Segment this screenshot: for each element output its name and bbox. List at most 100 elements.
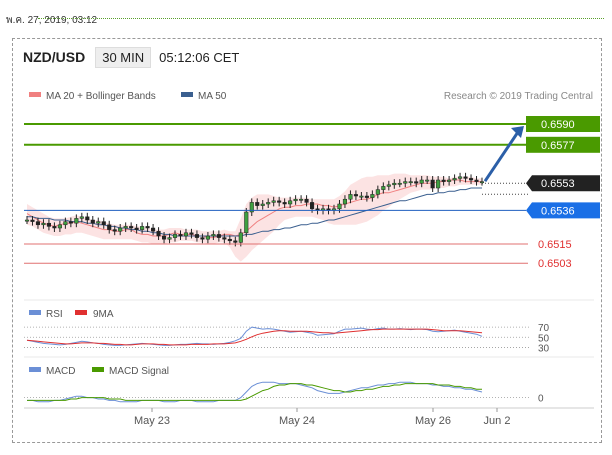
candle-body	[145, 226, 150, 229]
macd-legend: MACD	[46, 366, 75, 377]
candle-body	[458, 176, 463, 179]
candle-body	[392, 182, 397, 186]
candle-body	[348, 194, 353, 200]
candle-body	[299, 198, 304, 201]
top-divider	[38, 18, 604, 19]
candle-body	[408, 181, 413, 184]
candle-body	[30, 219, 35, 222]
candle-body	[463, 176, 468, 179]
x-tick-label: May 26	[415, 415, 451, 427]
candle-body	[441, 179, 446, 182]
rsi-ma-line	[26, 328, 483, 346]
candle-body	[468, 178, 474, 181]
candle-body	[479, 181, 485, 184]
candle-body	[205, 235, 210, 240]
candle-body	[41, 222, 46, 226]
resistance-tag	[526, 116, 600, 132]
candle-body	[172, 234, 178, 238]
chart-clock: 05:12:06 CET	[159, 49, 240, 65]
candle-body	[189, 232, 194, 235]
candle-body	[85, 216, 90, 221]
candle-body	[222, 237, 227, 240]
candle-body	[233, 240, 238, 243]
macd-tick-label: 0	[538, 394, 544, 405]
x-axis: May 23 May 24 May 26 Jun 2	[134, 408, 511, 427]
candle-body	[52, 226, 57, 229]
candle-body	[118, 227, 123, 232]
candle-body	[178, 234, 183, 237]
candle-body	[436, 179, 441, 189]
pivot-label: 0.6536	[541, 205, 575, 217]
forecast-arrowhead	[511, 126, 524, 138]
candle-body	[57, 224, 62, 229]
candle-body	[161, 235, 167, 240]
candle-body	[227, 238, 232, 242]
currency-pair: NZD/USD	[23, 49, 86, 65]
chart-frame	[12, 38, 602, 443]
candle-body	[260, 203, 265, 206]
signal-legend: MACD Signal	[109, 366, 169, 377]
candle-body	[310, 202, 315, 210]
candle-body	[381, 186, 386, 190]
candle-body	[101, 221, 106, 226]
candle-body	[425, 179, 430, 182]
ma50-legend-swatch	[181, 92, 193, 97]
candle-body	[353, 194, 358, 197]
rsi-tick-label: 70	[538, 323, 550, 334]
candle-body	[107, 224, 112, 230]
rsi-ma-legend-swatch	[75, 310, 87, 315]
rsi-tick-label: 50	[538, 333, 550, 344]
rsi-legend: RSI	[46, 309, 63, 320]
candle-body	[129, 226, 134, 229]
support-label: 0.6515	[538, 239, 572, 251]
candle-body	[386, 184, 391, 187]
candle-body	[430, 179, 435, 189]
bollinger-legend-swatch	[29, 92, 41, 97]
macd-panel: 0	[24, 381, 544, 405]
candle-body	[249, 202, 254, 213]
candle-body	[156, 230, 161, 237]
candle-body	[63, 221, 68, 226]
candle-body	[282, 202, 287, 205]
signal-legend-swatch	[92, 367, 104, 372]
candle-body	[216, 234, 221, 238]
candle-body	[167, 237, 172, 240]
timeframe-button[interactable]: 30 MIN	[95, 46, 152, 68]
macd-legend-swatch	[29, 367, 41, 372]
candle-body	[375, 189, 380, 195]
candle-body	[414, 181, 419, 184]
candle-body	[266, 202, 271, 205]
bollinger-legend: MA 20 + Bollinger Bands	[46, 91, 156, 102]
candle-body	[200, 237, 205, 240]
price-panel: 0.6590 0.6577 0.6553 0.6536 0.6515 0.6503	[24, 116, 600, 270]
candle-body	[151, 227, 156, 232]
candle-body	[447, 179, 452, 182]
candle-body	[238, 232, 243, 243]
rsi-legend-swatch	[29, 310, 41, 315]
candle-body	[255, 202, 260, 206]
candle-body	[112, 229, 117, 232]
resistance-tag	[526, 136, 600, 153]
candle-body	[359, 195, 364, 198]
candle-body	[24, 219, 30, 222]
candle-body	[194, 234, 199, 238]
candle-body	[134, 227, 139, 230]
candle-body	[370, 194, 375, 198]
candle-body	[46, 222, 51, 227]
candle-body	[211, 234, 216, 237]
x-tick-label: Jun 2	[484, 415, 511, 427]
candle-body	[244, 211, 249, 234]
candle-body	[342, 198, 348, 205]
candle-body	[397, 182, 402, 185]
support-label: 0.6503	[538, 258, 572, 270]
rsi-tick-label: 30	[538, 343, 550, 354]
resistance-label: 0.6590	[541, 119, 575, 131]
candle-body	[79, 216, 84, 219]
resistance-label: 0.6577	[541, 140, 575, 152]
pivot-tag	[526, 202, 600, 219]
candle-body	[403, 181, 408, 184]
last-price-label: 0.6553	[541, 178, 575, 190]
candle-body	[474, 179, 479, 182]
